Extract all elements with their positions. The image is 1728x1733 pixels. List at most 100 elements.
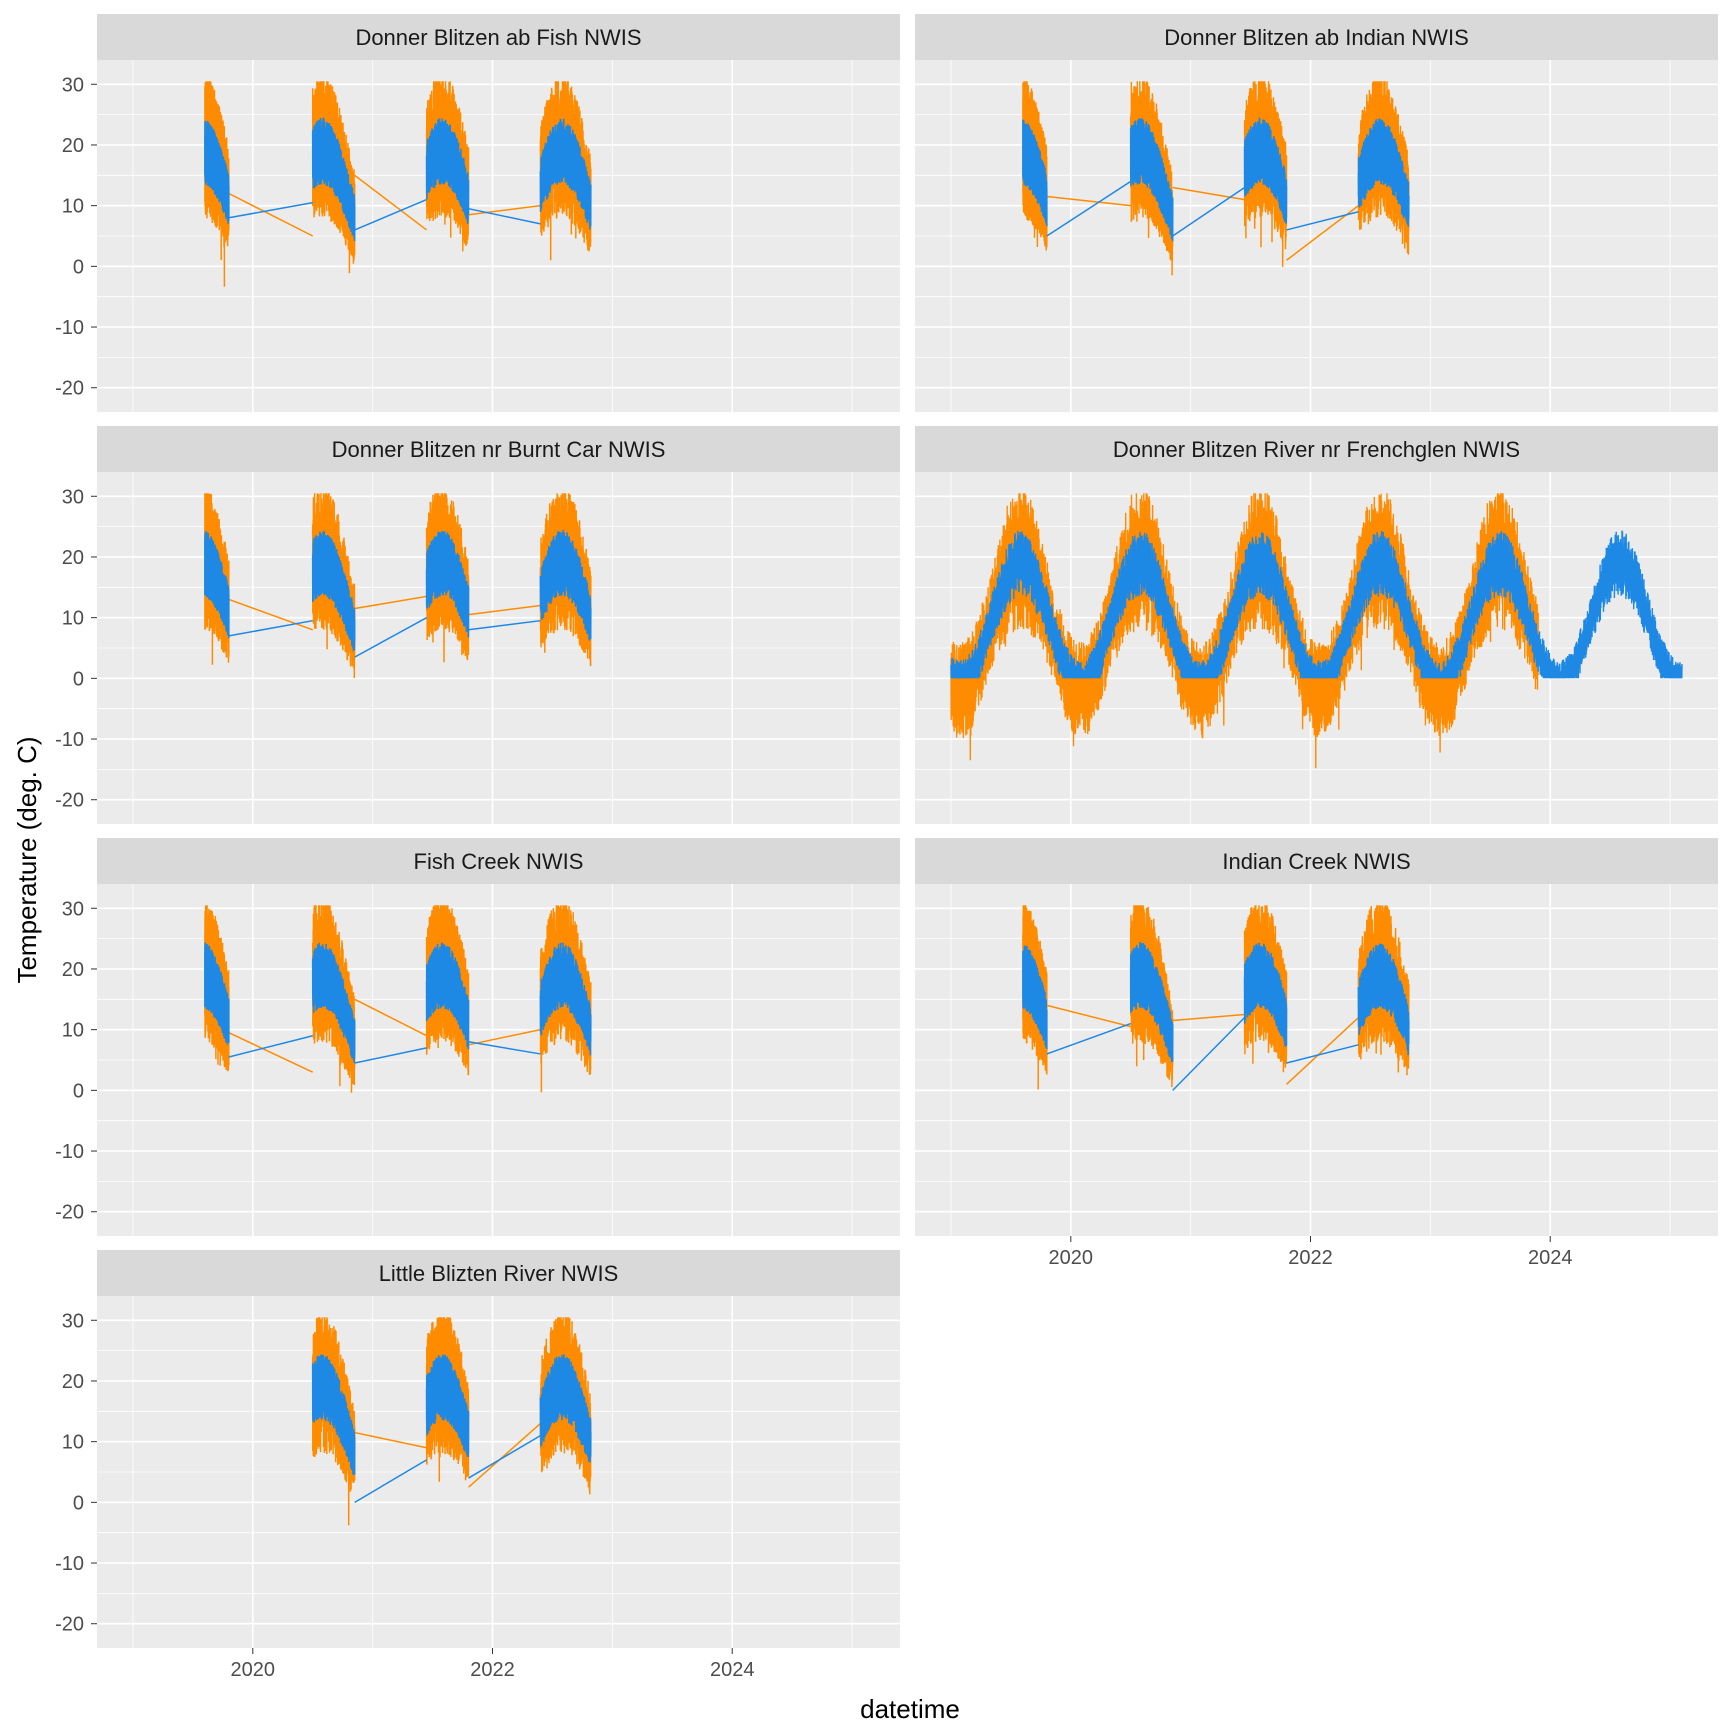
blue-series-line [1243, 942, 1288, 1047]
series-group [1022, 81, 1410, 276]
y-tick-label: 0 [73, 1492, 84, 1514]
facet-strip [915, 14, 1718, 60]
blue-connector-line [354, 616, 427, 658]
blue-series-line [311, 1354, 356, 1475]
blue-series-line [1357, 118, 1410, 227]
facet-panel: Donner Blitzen River nr Frenchglen NWIS [915, 426, 1718, 824]
orange-series-line [425, 905, 470, 1076]
y-tick-label: 30 [62, 74, 84, 96]
blue-connector-line [1046, 180, 1132, 237]
orange-connector-line [354, 998, 427, 1037]
blue-connector-line [354, 1047, 427, 1064]
blue-series-line [1022, 119, 1048, 227]
facet-panel: Donner Blitzen ab Indian NWIS [915, 14, 1718, 412]
blue-connector-line [228, 1034, 313, 1058]
orange-series-line [1243, 905, 1288, 1073]
blue-series-line [311, 117, 356, 242]
x-tick-label: 2020 [1049, 1247, 1094, 1269]
blue-series-line [425, 118, 470, 224]
y-axis-title: Temperature (deg. C) [12, 736, 42, 983]
blue-connector-line [1286, 1044, 1359, 1064]
blue-connector-line [468, 207, 541, 225]
orange-connector-line [354, 1431, 427, 1449]
orange-series-line [425, 493, 470, 663]
orange-series-line [204, 81, 230, 287]
blue-connector-line [468, 619, 541, 631]
y-tick-label: 10 [62, 196, 84, 218]
facet-title: Little Blizten River NWIS [379, 1261, 619, 1286]
orange-series-line [539, 905, 592, 1093]
orange-series-line [950, 493, 1539, 769]
x-tick-label: 2024 [1528, 1247, 1573, 1269]
y-tick-label: -20 [55, 790, 84, 812]
blue-series-line [1022, 945, 1048, 1050]
series-group [204, 905, 592, 1093]
facet-panel: Donner Blitzen ab Fish NWIS 30 20 10 0 -10 -20 [55, 14, 900, 412]
y-tick-label: 0 [73, 1080, 84, 1102]
blue-series-line [1129, 118, 1174, 242]
blue-series-line [539, 942, 592, 1056]
facet-strip [97, 838, 900, 884]
y-tick-label: 10 [62, 608, 84, 630]
y-tick-label: -20 [55, 1614, 84, 1636]
y-tick-label: -10 [55, 1553, 84, 1575]
orange-series-line [539, 1317, 592, 1495]
blue-series-line [311, 530, 356, 652]
facet-title: Donner Blitzen ab Fish NWIS [355, 25, 641, 50]
orange-series-line [1022, 905, 1048, 1090]
orange-series-line [311, 1317, 356, 1526]
orange-series-line [1022, 81, 1048, 251]
orange-series-line [1129, 81, 1174, 276]
y-tick-label: 0 [73, 256, 84, 278]
facet-panel: Indian Creek NWIS 2020 2022 2024 [915, 838, 1718, 1269]
orange-series-line [1357, 81, 1410, 255]
series-group [204, 493, 592, 679]
orange-series-line [539, 81, 592, 261]
facet-strip [915, 426, 1718, 472]
y-tick-label: -20 [55, 1202, 84, 1224]
orange-series-line [539, 493, 592, 667]
orange-series-line [1243, 81, 1288, 267]
blue-connector-line [1046, 1022, 1131, 1055]
blue-series-line [539, 1354, 592, 1463]
x-tick-label: 2024 [710, 1659, 755, 1681]
series-group [1022, 905, 1410, 1091]
orange-series-line [425, 1317, 470, 1482]
blue-series-line [311, 942, 356, 1063]
orange-series-line [204, 493, 230, 665]
y-tick-label: -20 [55, 378, 84, 400]
blue-series-line [1129, 941, 1174, 1063]
x-tick-label: 2022 [1288, 1247, 1333, 1269]
blue-series-line [204, 942, 230, 1045]
orange-connector-line [1172, 186, 1245, 201]
facet-title: Indian Creek NWIS [1222, 849, 1410, 874]
orange-connector-line [1046, 195, 1131, 207]
orange-series-line [425, 81, 470, 252]
series-group [950, 493, 1683, 769]
orange-series-line [311, 81, 356, 274]
y-tick-label: 20 [62, 135, 84, 157]
orange-connector-line [228, 192, 314, 237]
blue-series-line [1357, 943, 1410, 1056]
series-group [311, 1317, 592, 1526]
facet-strip [97, 426, 900, 472]
facet-panel: Little Blizten River NWIS 30 20 10 0 -10 -20 20… [55, 1250, 900, 1681]
blue-series-line [204, 531, 230, 638]
orange-connector-line [1046, 1004, 1131, 1028]
y-tick-label: -10 [55, 1141, 84, 1163]
blue-series-line [425, 1354, 470, 1457]
y-tick-label: 20 [62, 959, 84, 981]
facet-panel: Donner Blitzen nr Burnt Car NWIS 30 20 10 0 -… [55, 426, 900, 824]
y-tick-label: 10 [62, 1432, 84, 1454]
x-tick-label: 2020 [231, 1659, 276, 1681]
y-tick-label: -10 [55, 729, 84, 751]
y-tick-label: 30 [62, 486, 84, 508]
orange-series-line [311, 905, 356, 1093]
orange-series-line [311, 493, 356, 679]
orange-connector-line [468, 204, 541, 216]
y-tick-label: -10 [55, 317, 84, 339]
series-group [204, 81, 592, 287]
orange-connector-line [1286, 1016, 1359, 1085]
facet-title: Donner Blitzen ab Indian NWIS [1164, 25, 1469, 50]
